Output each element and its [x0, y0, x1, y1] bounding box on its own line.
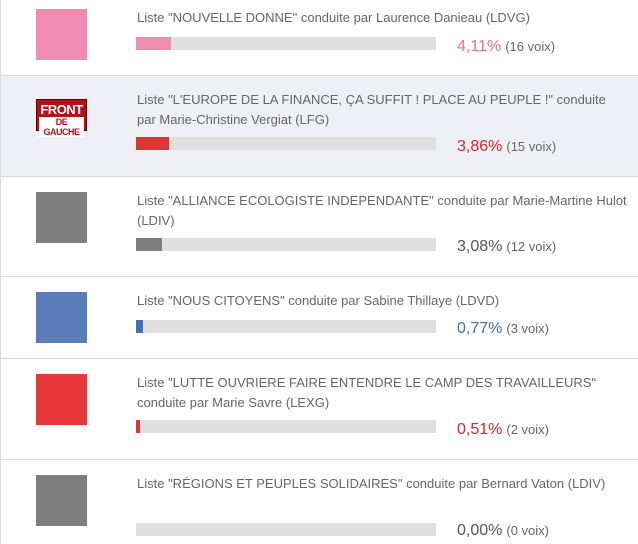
vote-count: (2 voix): [506, 422, 549, 437]
result-row: Liste "NOUS CITOYENS" conduite par Sabin…: [1, 277, 638, 359]
result-percent-line: 4,11% (16 voix): [457, 37, 555, 57]
party-color-swatch: [36, 292, 87, 343]
vote-count: (0 voix): [506, 523, 549, 538]
result-percent-line: 3,08% (12 voix): [457, 237, 556, 257]
share-bar-fill: [136, 420, 140, 433]
result-row: FRONT DE GAUCHE Liste "L'EUROPE DE LA FI…: [1, 76, 638, 177]
vote-count: (15 voix): [506, 139, 557, 154]
party-color-swatch: [36, 9, 87, 60]
percent-value: 3,86%: [457, 138, 503, 155]
share-bar: [136, 523, 436, 536]
list-label: Liste "L'EUROPE DE LA FINANCE, ÇA SUFFIT…: [137, 92, 606, 127]
vote-count: (12 voix): [506, 239, 557, 254]
vote-count: (16 voix): [505, 39, 556, 54]
result-percent-line: 0,00% (0 voix): [457, 521, 549, 541]
party-color-swatch: [36, 475, 87, 526]
percent-value: 0,51%: [457, 421, 503, 438]
logo-line-2: DE GAUCHE: [39, 117, 84, 137]
result-percent-line: 0,77% (3 voix): [457, 319, 549, 339]
party-color-swatch: [36, 374, 87, 425]
result-row: Liste "NOUVELLE DONNE" conduite par Laur…: [1, 0, 638, 76]
share-bar: [136, 320, 436, 333]
list-label: Liste "RÉGIONS ET PEUPLES SOLIDAIRES" co…: [137, 476, 606, 491]
share-bar-fill: [136, 37, 171, 50]
list-label: Liste "NOUS CITOYENS" conduite par Sabin…: [137, 293, 500, 308]
result-percent-line: 3,86% (15 voix): [457, 137, 556, 157]
vote-count: (3 voix): [506, 321, 549, 336]
result-percent-line: 0,51% (2 voix): [457, 420, 549, 440]
share-bar: [136, 37, 436, 50]
percent-value: 0,77%: [457, 320, 503, 337]
share-bar: [136, 420, 436, 433]
party-color-swatch: [36, 192, 87, 243]
list-label: Liste "NOUVELLE DONNE" conduite par Laur…: [137, 10, 530, 25]
share-bar-fill: [136, 137, 169, 150]
front-de-gauche-logo: FRONT DE GAUCHE: [36, 99, 87, 137]
percent-value: 3,08%: [457, 238, 503, 255]
share-bar-fill: [136, 320, 143, 333]
list-label: Liste "ALLIANCE ECOLOGISTE INDEPENDANTE"…: [137, 193, 627, 228]
list-label: Liste "LUTTE OUVRIERE FAIRE ENTENDRE LE …: [137, 375, 597, 410]
share-bar: [136, 238, 436, 251]
result-row: Liste "RÉGIONS ET PEUPLES SOLIDAIRES" co…: [1, 460, 638, 544]
result-row: Liste "LUTTE OUVRIERE FAIRE ENTENDRE LE …: [1, 359, 638, 460]
logo-line-1: FRONT: [40, 102, 83, 117]
percent-value: 4,11%: [457, 38, 502, 55]
result-row: Liste "ALLIANCE ECOLOGISTE INDEPENDANTE"…: [1, 177, 638, 277]
share-bar: [136, 137, 436, 150]
share-bar-fill: [136, 238, 162, 251]
percent-value: 0,00%: [457, 522, 503, 539]
